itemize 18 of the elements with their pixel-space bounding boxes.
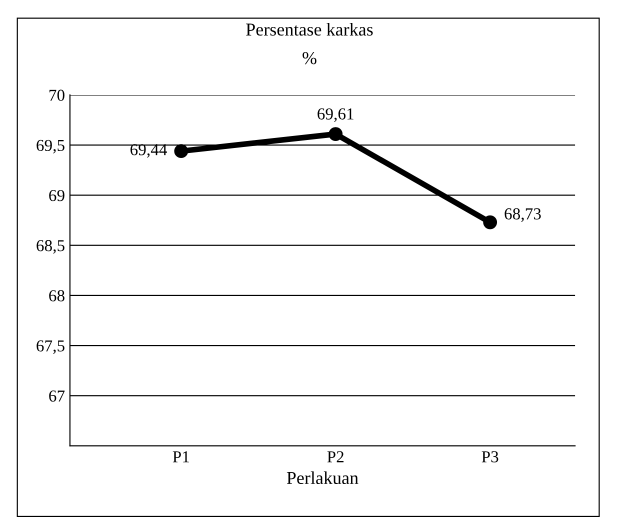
y-axis-title: % [302,52,316,64]
y-tick-label: 69,5 [36,140,64,154]
data-label: 68,73 [504,208,541,222]
point [174,144,188,158]
y-tick-label: 67,5 [36,340,64,354]
y-tick-label: 68 [49,290,64,302]
y-tick-label: 67 [49,390,65,402]
point [328,127,343,142]
x-tick-label: P1 [172,451,189,462]
x-tick-label: P3 [482,451,498,462]
y-tick-label: 68,5 [36,240,64,254]
y-tick-label: 70 [50,90,64,101]
point [483,215,498,230]
chart-title: Persentase karkas [246,22,373,36]
x-tick-label: P2 [327,451,344,462]
data-label: 69,61 [318,108,354,122]
x-axis-title: Perlakuan [286,471,358,484]
y-tick-label: 69 [49,190,64,202]
